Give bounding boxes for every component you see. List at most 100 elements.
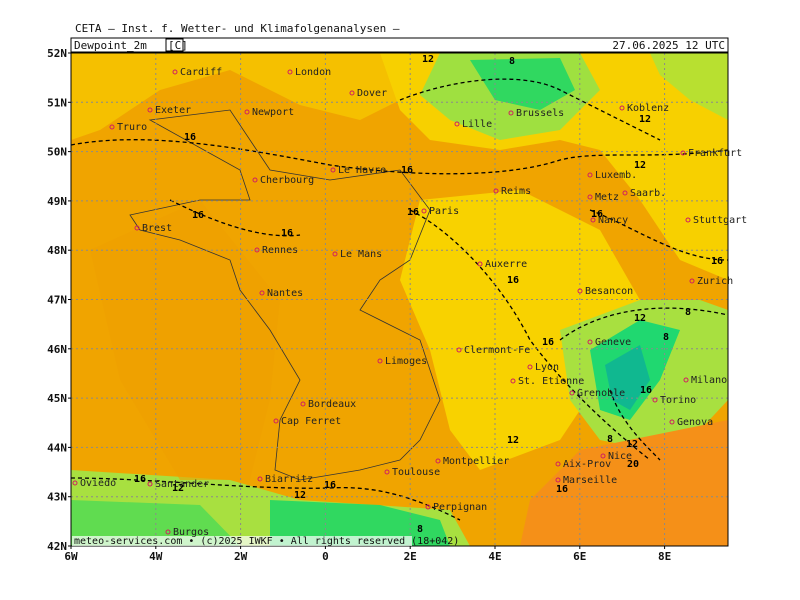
city-marker [600,453,606,459]
footer-bg [72,536,412,546]
city-label: Nice [608,451,632,462]
city-label: Brest [142,223,172,234]
contour-label: 16 [711,256,723,267]
city-label: Perpignan [433,502,487,513]
lon-label: 6E [573,550,586,563]
city-marker [165,529,171,535]
lat-label: 43N [47,491,67,504]
city-label: Auxerre [485,259,527,270]
lat-label: 46N [47,343,67,356]
contour-label: 12 [294,490,306,501]
contour-label: 8 [509,56,515,67]
city-marker [244,109,250,115]
contour-label: 16 [591,209,603,220]
city-marker [555,461,561,467]
city-label: St. Etienne [518,376,584,387]
city-marker [587,194,593,200]
contour-label: 16 [556,484,568,495]
contour-label: 12 [634,160,646,171]
contour-label: 8 [607,434,613,445]
city-label: Bordeaux [308,399,356,410]
city-marker [569,390,575,396]
unit-box [165,38,184,52]
city-marker [109,124,115,130]
lat-label: 52N [47,47,67,60]
lon-label: 0 [322,550,329,563]
city-marker [619,105,625,111]
city-marker [555,477,561,483]
lon-label: 4E [488,550,501,563]
city-marker [685,217,691,223]
city-label: Montpellier [443,456,509,467]
city-marker [349,90,355,96]
city-label: Le Havre [338,165,386,176]
city-marker [508,110,514,116]
city-label: Rennes [262,245,298,256]
city-marker [527,364,533,370]
city-label: Cardiff [180,67,222,78]
contour-label: 16 [134,474,146,485]
city-marker [330,167,336,173]
city-label: Frankfurt [688,148,742,159]
city-label: Koblenz [627,103,669,114]
lon-label: 8E [658,550,671,563]
city-label: Lyon [535,362,559,373]
city-marker [300,401,306,407]
city-marker [454,121,460,127]
lat-label: 47N [47,294,67,307]
city-label: Exeter [155,105,191,116]
field-unit: [C] [168,39,188,52]
contour-label: 12 [422,54,434,65]
lon-label: 2E [404,550,417,563]
lat-label: 48N [47,244,67,257]
city-label: Paris [429,206,459,217]
city-marker [252,177,258,183]
city-marker [172,69,178,75]
city-marker [147,481,153,487]
city-marker [384,469,390,475]
city-marker [254,247,260,253]
city-label: Genova [677,417,713,428]
city-marker [332,251,338,257]
city-label: Geneve [595,337,631,348]
contour-label: 8 [663,332,669,343]
contour-label: 12 [634,313,646,324]
city-marker [273,418,279,424]
city-label: Dover [357,88,387,99]
city-label: Clermont-Fe [464,345,530,356]
lat-label: 45N [47,392,67,405]
city-label: Biarritz [265,474,313,485]
contour-label: 12 [172,483,184,494]
city-marker [510,378,516,384]
city-label: Reims [501,186,531,197]
contour-label: 16 [184,132,196,143]
city-label: London [295,67,331,78]
lon-label: 6W [64,550,78,563]
city-label: Zurich [697,276,733,287]
city-marker [587,172,593,178]
city-marker [435,458,441,464]
city-marker [377,358,383,364]
contour-label: 16 [640,385,652,396]
contour-label: 16 [192,210,204,221]
lat-label: 44N [47,441,67,454]
city-marker [425,504,431,510]
city-label: Toulouse [392,467,440,478]
header-box [70,37,729,53]
city-label: Limoges [385,356,427,367]
contour-label: 16 [507,275,519,286]
lat-label: 51N [47,96,67,109]
city-marker [587,339,593,345]
city-label: Nantes [267,288,303,299]
valid-time: 27.06.2025 12 UTC [612,39,725,52]
contour-label: 12 [626,439,638,450]
city-marker [680,150,686,156]
lat-label: 50N [47,146,67,159]
lat-label: 49N [47,195,67,208]
city-marker [577,288,583,294]
city-marker [683,377,689,383]
city-label: Besancon [585,286,633,297]
contour-label: 16 [401,165,413,176]
contour-label: 16 [281,228,293,239]
city-marker [689,278,695,284]
